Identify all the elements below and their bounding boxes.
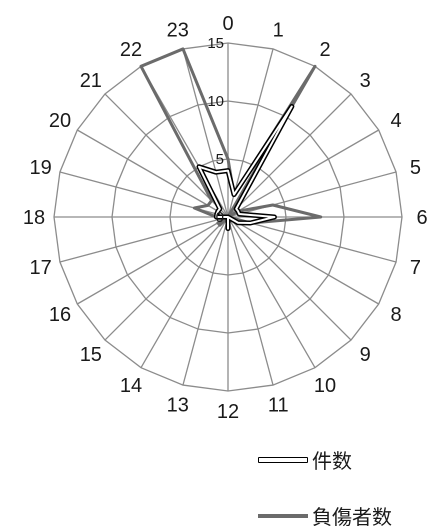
- category-label-14: 14: [120, 375, 142, 397]
- category-label-23: 23: [167, 20, 189, 42]
- spoke-10: [227, 216, 316, 369]
- category-label-19: 19: [29, 157, 51, 179]
- category-label-10: 10: [314, 375, 336, 397]
- spoke-9: [227, 216, 352, 341]
- tick-label-10: 10: [207, 93, 224, 110]
- category-label-12: 12: [217, 401, 239, 423]
- category-label-6: 6: [416, 207, 427, 229]
- category-label-9: 9: [360, 344, 371, 366]
- category-label-7: 7: [410, 257, 421, 279]
- spoke-11: [227, 216, 274, 386]
- radar-series: [139, 47, 323, 232]
- category-label-0: 0: [222, 13, 233, 35]
- category-label-2: 2: [319, 39, 330, 61]
- category-label-13: 13: [167, 394, 189, 416]
- category-label-3: 3: [360, 70, 371, 92]
- category-label-17: 17: [29, 257, 51, 279]
- category-label-21: 21: [80, 70, 102, 92]
- series-count-inner: [198, 105, 293, 230]
- legend-swatch-injured: [258, 513, 308, 518]
- legend-label-injured: 負傷者数: [312, 505, 392, 529]
- spoke-3: [227, 93, 352, 218]
- spoke-17: [59, 216, 229, 263]
- spoke-8: [227, 216, 380, 305]
- tick-label-0: 0: [216, 209, 224, 226]
- category-label-8: 8: [390, 304, 401, 326]
- tick-label-15: 15: [207, 35, 224, 52]
- category-label-20: 20: [49, 110, 71, 132]
- legend-swatch-count: [258, 456, 308, 463]
- category-label-1: 1: [273, 20, 284, 42]
- category-label-22: 22: [120, 39, 142, 61]
- category-label-18: 18: [23, 207, 45, 229]
- spoke-4: [227, 129, 380, 218]
- radial-tick-labels: 0 5 10 15: [207, 35, 224, 226]
- spoke-7: [227, 216, 397, 263]
- legend-label-count: 件数: [312, 449, 352, 473]
- spoke-13: [182, 216, 229, 386]
- spoke-14: [140, 216, 229, 369]
- spoke-23: [182, 48, 229, 218]
- category-label-4: 4: [390, 110, 401, 132]
- legend-item-injured: 負傷者数: [258, 501, 392, 530]
- spoke-21: [104, 93, 229, 218]
- category-label-15: 15: [80, 344, 102, 366]
- tick-label-5: 5: [216, 151, 224, 168]
- spoke-20: [76, 129, 229, 218]
- category-label-16: 16: [49, 304, 71, 326]
- spoke-16: [76, 216, 229, 305]
- spoke-15: [104, 216, 229, 341]
- category-label-5: 5: [410, 157, 421, 179]
- legend-item-count: 件数: [258, 445, 352, 474]
- series-injured-line: [139, 47, 323, 231]
- category-label-11: 11: [268, 394, 289, 416]
